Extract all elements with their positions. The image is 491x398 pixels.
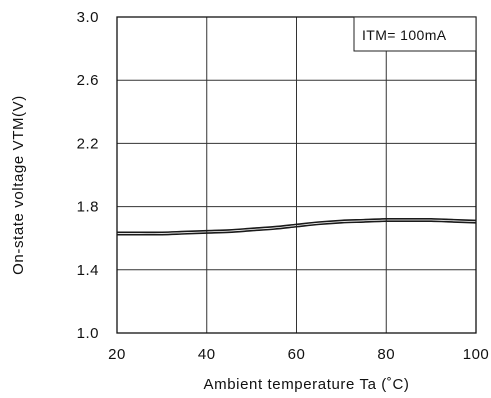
y-tick-label: 2.6 [77, 72, 99, 89]
tick-labels: 20 40 60 80 100 1.0 1.4 1.8 2.2 2.6 3.0 [77, 9, 490, 363]
series-line [116, 217, 477, 234]
x-axis-title: Ambient temperature Ta (˚C) [204, 376, 410, 393]
y-tick-label: 1.0 [77, 325, 99, 342]
legend: ITM= 100mA [353, 16, 477, 52]
y-tick-label: 1.4 [77, 262, 99, 279]
y-tick-label: 3.0 [77, 9, 99, 26]
grid [117, 17, 476, 333]
legend-label: ITM= 100mA [362, 27, 447, 43]
y-axis-title: On-state voltage VTM(V) [10, 95, 27, 275]
y-tick-label: 2.2 [77, 135, 99, 152]
x-tick-label: 100 [463, 346, 490, 363]
x-tick-label: 40 [198, 346, 216, 363]
x-tick-label: 80 [377, 346, 395, 363]
series-line-trace [117, 220, 477, 236]
x-tick-label: 20 [108, 346, 126, 363]
x-tick-label: 60 [288, 346, 306, 363]
plot-border [116, 16, 477, 334]
legend-frame [353, 16, 477, 52]
y-tick-label: 1.8 [77, 199, 99, 216]
series-lines [116, 217, 477, 236]
plot-frame [116, 16, 477, 334]
